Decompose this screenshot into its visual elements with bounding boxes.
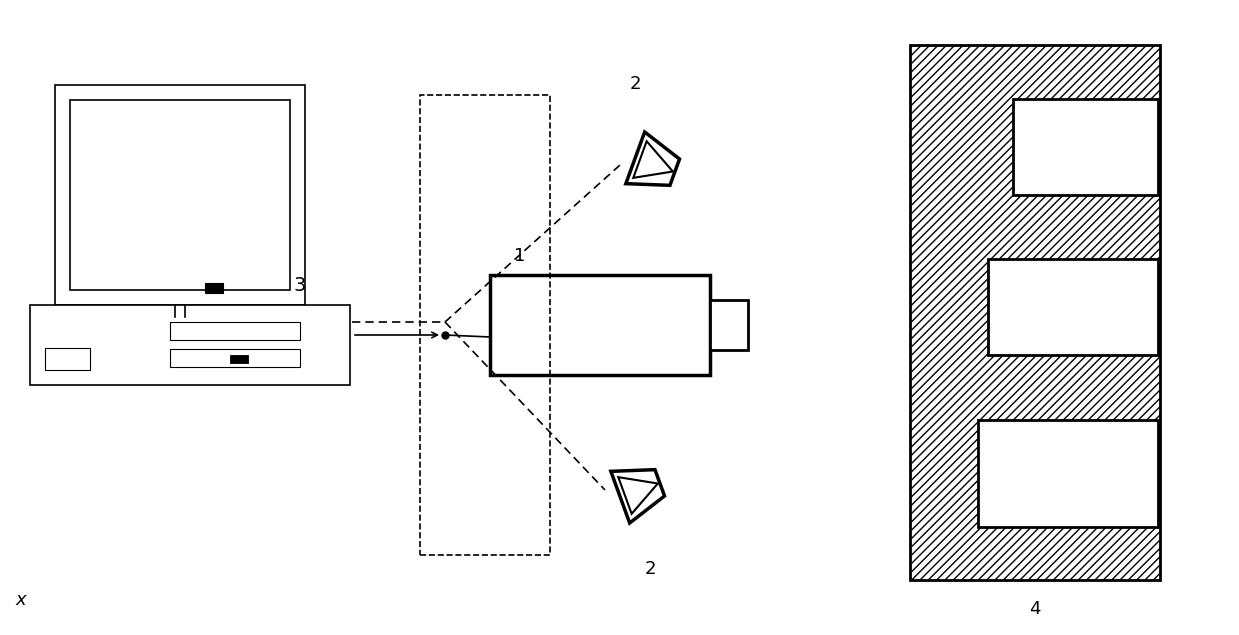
Text: 1: 1 [514, 247, 525, 265]
Bar [170, 349, 300, 367]
Bar [987, 259, 1158, 356]
Bar [55, 85, 305, 305]
Bar [45, 348, 90, 370]
Polygon shape [611, 470, 664, 523]
Bar [420, 95, 550, 555]
Polygon shape [626, 132, 679, 185]
Bar [69, 100, 290, 290]
Bar [1014, 98, 1158, 195]
Bar [710, 300, 748, 350]
Polygon shape [618, 477, 658, 514]
Bar [230, 355, 248, 363]
Bar [978, 420, 1158, 526]
Bar [909, 45, 1160, 580]
Text: 2: 2 [629, 75, 641, 93]
Bar [489, 275, 710, 375]
Text: 3: 3 [294, 276, 306, 295]
Text: 4: 4 [1030, 600, 1041, 618]
Bar [204, 283, 223, 293]
Text: 2: 2 [644, 560, 655, 578]
Bar [30, 305, 349, 385]
Bar [170, 322, 300, 340]
Polygon shape [633, 141, 673, 178]
Text: x: x [15, 591, 26, 609]
